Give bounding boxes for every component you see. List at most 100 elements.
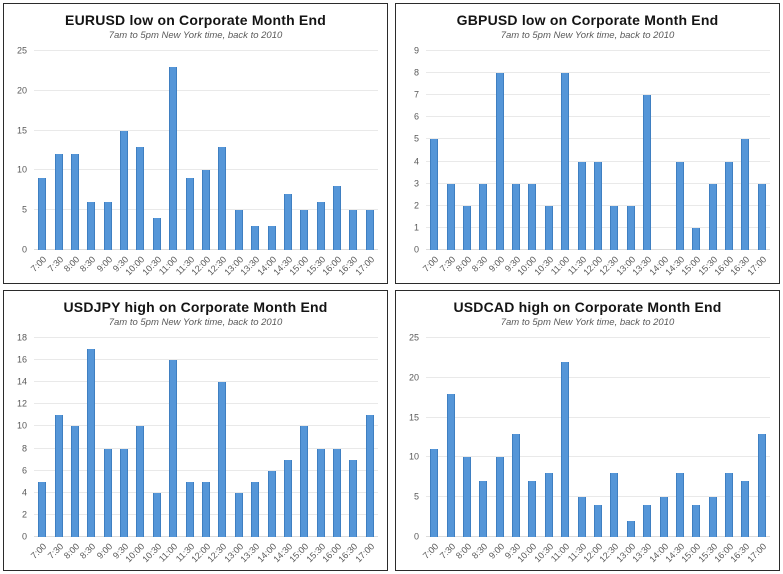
bar-13:00 (234, 210, 243, 250)
bar-16:30 (741, 139, 750, 250)
chart-subtitle: 7am to 5pm New York time, back to 2010 (108, 317, 283, 329)
bar-9:30 (120, 448, 129, 537)
x-axis-tick-label: 7:00 (421, 541, 441, 561)
bar-14:00 (659, 497, 668, 537)
gridline (34, 169, 378, 171)
bar-8:30 (479, 481, 488, 537)
y-axis-tick-label: 25 (408, 332, 419, 343)
gridline (426, 160, 770, 162)
bar-15:30 (316, 448, 325, 537)
chart-panel-gbpusd-low: GBPUSD low on Corporate Month End 7am to… (395, 3, 780, 284)
y-axis-tick-label: 5 (21, 204, 27, 215)
bar-16:00 (333, 448, 342, 537)
bar-11:30 (185, 178, 194, 250)
bar-10:00 (528, 183, 537, 250)
bar-16:30 (349, 210, 358, 250)
gridline (34, 447, 378, 449)
plot-area: 0 5 10 15 20 25 7:00 7:30 8:00 8:30 9:00 9:30 10:00 1… (409, 333, 770, 564)
bar-8:00 (70, 154, 79, 250)
y-axis-tick-label: 0 (21, 244, 27, 255)
bar-11:00 (169, 66, 178, 250)
y-axis-tick-label: 5 (413, 491, 419, 502)
bar-16:30 (741, 481, 750, 537)
gridline (34, 50, 378, 51)
y-axis-tick-label: 7 (413, 89, 419, 100)
bar-12:30 (218, 382, 227, 537)
y-axis-tick-label: 10 (408, 451, 419, 462)
bar-16:00 (725, 161, 734, 250)
y-axis-tick-label: 5 (413, 133, 419, 144)
bar-9:00 (495, 457, 504, 537)
y-axis-tick-label: 6 (413, 111, 419, 122)
gridline (426, 116, 770, 118)
chart-panel-usdjpy-high: USDJPY high on Corporate Month End 7am t… (3, 290, 388, 571)
bar-11:00 (169, 360, 178, 537)
bar-12:30 (218, 146, 227, 250)
bar-15:30 (708, 183, 717, 250)
bar-8:00 (70, 426, 79, 537)
chart-title: USDCAD high on Corporate Month End (453, 299, 722, 315)
bar-17:00 (365, 415, 374, 537)
bar-9:00 (103, 202, 112, 250)
bar-13:30 (251, 481, 260, 537)
bar-7:30 (54, 154, 63, 250)
bar-7:30 (54, 415, 63, 537)
chart-title: EURUSD low on Corporate Month End (65, 12, 326, 28)
plot-area: 0 1 2 3 4 5 6 7 8 9 7:00 7:30 8:00 8:30 9:00 9:30 10:00 1… (414, 46, 770, 277)
gridline (34, 337, 378, 338)
y-axis-tick-label: 12 (16, 398, 27, 409)
gridline (34, 469, 378, 471)
y-axis-tick-label: 1 (413, 222, 419, 233)
bar-9:00 (495, 73, 504, 250)
x-axis-tick-label: 8:30 (470, 541, 490, 561)
bar-13:30 (251, 226, 260, 250)
y-axis-tick-label: 0 (413, 531, 419, 542)
gridline (426, 496, 770, 498)
bar-16:00 (725, 473, 734, 537)
bar-9:00 (103, 448, 112, 537)
y-axis-tick-label: 4 (413, 156, 419, 167)
bar-13:30 (643, 505, 652, 537)
x-axis-tick-label: 7:30 (437, 254, 457, 274)
y-axis-tick-label: 8 (21, 443, 27, 454)
x-axis-tick-label: 7:00 (29, 254, 49, 274)
x-axis-tick-label: 8:30 (78, 254, 98, 274)
bar-10:30 (544, 473, 553, 537)
bar-10:00 (528, 481, 537, 537)
y-axis-tick-label: 10 (16, 164, 27, 175)
bar-13:00 (626, 521, 635, 537)
bar-10:00 (136, 146, 145, 250)
y-axis-tick-label: 25 (16, 45, 27, 56)
y-axis-tick-label: 18 (16, 332, 27, 343)
bar-9:30 (512, 433, 521, 537)
bar-15:00 (300, 426, 309, 537)
y-axis-tick-label: 2 (413, 200, 419, 211)
x-axis-tick-label: 8:30 (470, 254, 490, 274)
bar-10:30 (544, 205, 553, 250)
bar-10:30 (152, 218, 161, 250)
gridline (34, 359, 378, 361)
bar-8:00 (462, 457, 471, 537)
y-axis-tick-label: 0 (413, 244, 419, 255)
gridline (426, 94, 770, 96)
y-axis-tick-label: 16 (16, 354, 27, 365)
x-axis-tick-label: 7:30 (437, 541, 457, 561)
y-axis-tick-label: 6 (21, 465, 27, 476)
bar-11:00 (561, 73, 570, 250)
y-axis-tick-label: 10 (16, 420, 27, 431)
bar-16:00 (333, 186, 342, 250)
gridline (34, 129, 378, 131)
bar-16:30 (349, 459, 358, 537)
bar-8:30 (479, 183, 488, 250)
x-axis-tick-label: 7:30 (45, 541, 65, 561)
bar-12:00 (594, 161, 602, 250)
bar-15:30 (708, 497, 717, 537)
chart-title: GBPUSD low on Corporate Month End (456, 12, 719, 28)
y-axis-tick-label: 14 (16, 376, 27, 387)
y-axis-tick-label: 9 (413, 45, 419, 56)
y-axis-tick-label: 8 (413, 67, 419, 78)
bar-12:00 (202, 170, 210, 250)
gridline (426, 337, 770, 338)
bar-17:00 (757, 433, 766, 537)
plot-area: 0 2 4 6 8 10 12 14 16 18 7:00 7:30 8:00 8:30 9:00 9:30 1… (17, 333, 378, 564)
